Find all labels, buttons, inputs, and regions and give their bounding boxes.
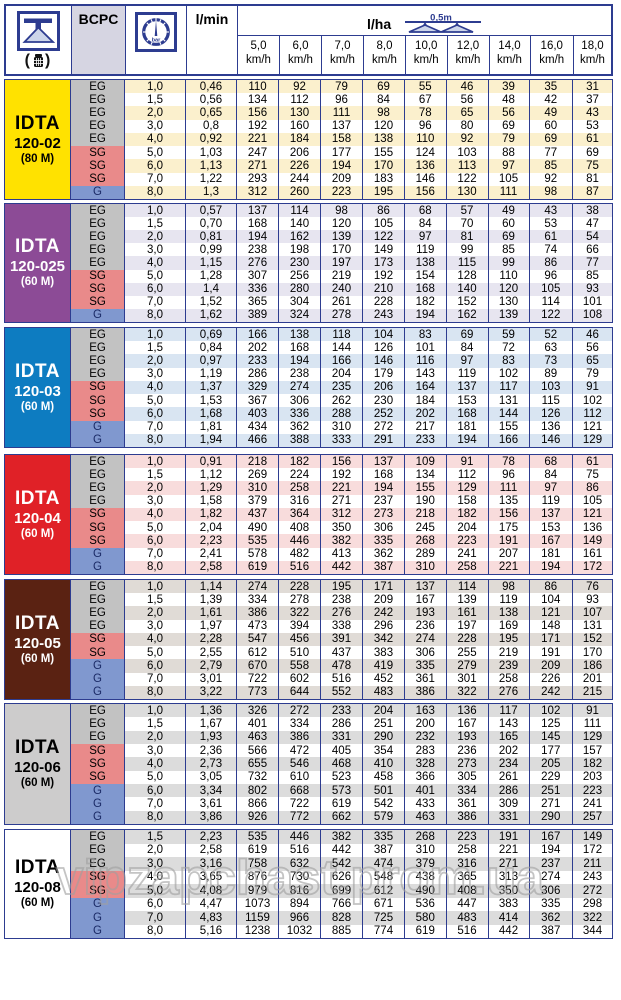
svg-text:0,5m: 0,5m [430, 13, 452, 24]
svg-text:bar: bar [152, 38, 162, 44]
